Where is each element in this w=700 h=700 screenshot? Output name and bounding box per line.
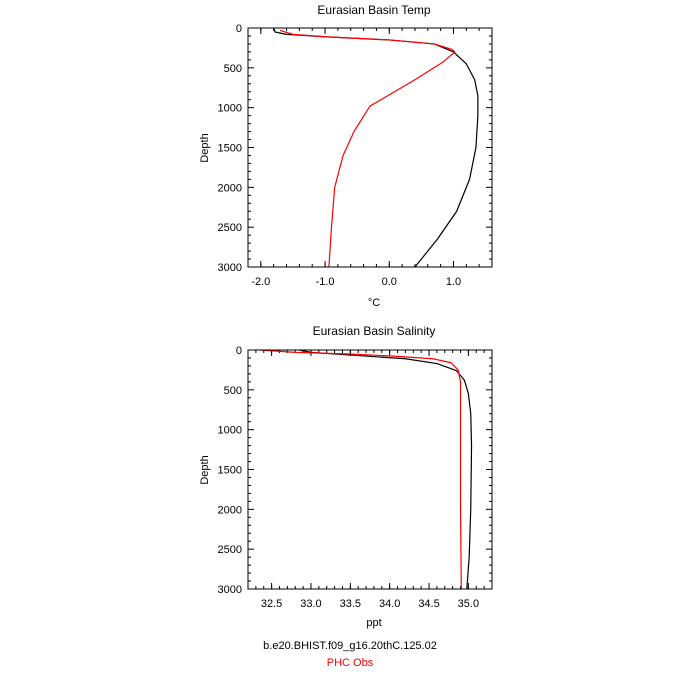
salinity-title: Eurasian Basin Salinity — [313, 324, 436, 338]
x-tick-label: 34.5 — [418, 598, 439, 610]
y-tick-label: 500 — [224, 385, 242, 397]
temperature-title: Eurasian Basin Temp — [317, 3, 431, 17]
legend-model-label: b.e20.BHIST.f09_g16.20thC.125.02 — [263, 640, 437, 652]
temperature-plot-frame — [247, 27, 493, 268]
x-tick-label: -1.0 — [316, 276, 335, 288]
y-tick-label: 500 — [224, 63, 242, 75]
salinity-series-group — [259, 349, 473, 590]
temperature-panel: Eurasian Basin Temp 0 500 1000 1500 2000 2500… — [199, 3, 493, 309]
salinity-panel: Eurasian Basin Salinity 0 500 1000 1500 2000… — [199, 324, 493, 629]
salinity-xlabel: ppt — [366, 617, 381, 629]
temperature-series-group — [273, 27, 479, 268]
y-tick-label: 2000 — [218, 182, 242, 194]
salinity-obs-line — [259, 349, 462, 590]
temperature-model-line — [273, 27, 479, 268]
x-tick-label: 35.0 — [458, 598, 479, 610]
temperature-ylabel: Depth — [199, 133, 211, 162]
x-tick-label: 1.0 — [446, 276, 461, 288]
salinity-axes: 0 500 1000 1500 2000 2500 3000 32.5 33.0 33.5 34.0… — [218, 345, 492, 610]
temperature-obs-line — [279, 29, 456, 268]
x-tick-label: 32.5 — [261, 598, 282, 610]
x-tick-label: -2.0 — [251, 276, 270, 288]
salinity-ylabel: Depth — [199, 455, 211, 484]
y-tick-label: 1500 — [218, 465, 242, 477]
y-tick-label: 2500 — [218, 544, 242, 556]
y-tick-label: 3000 — [218, 584, 242, 596]
y-tick-label: 1500 — [218, 143, 242, 155]
y-tick-label: 1000 — [218, 425, 242, 437]
salinity-plot-frame — [247, 349, 493, 590]
x-tick-label: 34.0 — [379, 598, 400, 610]
y-tick-label: 0 — [236, 23, 242, 35]
y-tick-label: 3000 — [218, 262, 242, 274]
temperature-xlabel: °C — [368, 297, 380, 309]
x-tick-label: 33.5 — [340, 598, 361, 610]
y-tick-label: 0 — [236, 345, 242, 357]
salinity-model-line — [299, 349, 473, 590]
x-tick-label: 0.0 — [382, 276, 397, 288]
y-tick-label: 1000 — [218, 103, 242, 115]
x-tick-label: 33.0 — [300, 598, 321, 610]
y-tick-label: 2000 — [218, 504, 242, 516]
legend-obs-label: PHC Obs — [326, 657, 374, 669]
temperature-axes: 0 500 1000 1500 2000 2500 3000 -2.0 -1.0 0.0 1.0 — [218, 23, 492, 288]
y-tick-label: 2500 — [218, 222, 242, 234]
